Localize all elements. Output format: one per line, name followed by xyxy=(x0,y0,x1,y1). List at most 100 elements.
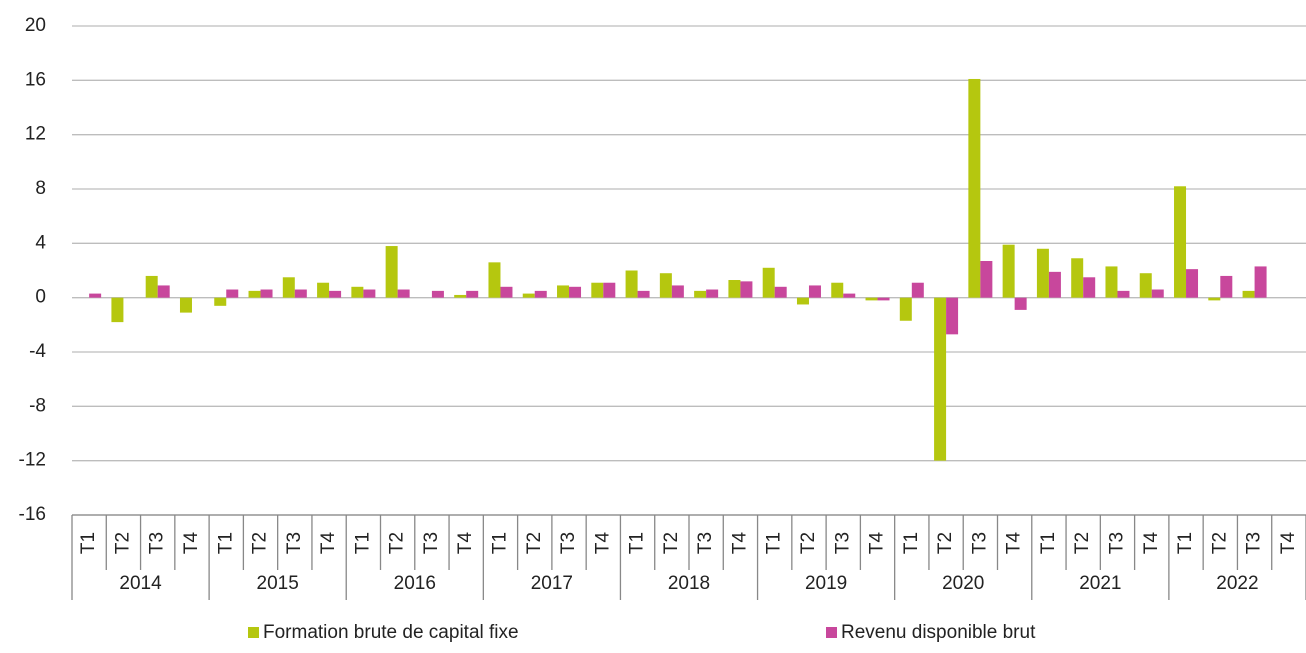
bar xyxy=(659,273,672,298)
bar xyxy=(740,281,753,298)
bar xyxy=(179,297,192,313)
bar xyxy=(625,270,638,298)
x-tick-label: T4 xyxy=(181,531,202,554)
bar xyxy=(214,297,227,306)
x-tick-label: T4 xyxy=(1004,531,1025,554)
bar xyxy=(329,290,342,298)
bar xyxy=(351,286,364,298)
x-tick-label: T2 xyxy=(1209,532,1230,554)
x-tick-label: T3 xyxy=(695,532,716,554)
bar xyxy=(899,297,912,321)
bar xyxy=(454,294,467,298)
y-tick-label: 8 xyxy=(35,178,46,199)
x-tick-label: T3 xyxy=(1106,532,1127,554)
x-tick-label: T2 xyxy=(798,532,819,554)
x-tick-label: T1 xyxy=(352,532,373,554)
bar xyxy=(500,286,513,298)
x-tick-label: T4 xyxy=(1278,531,1299,554)
y-tick-label: 12 xyxy=(25,124,46,145)
bar xyxy=(831,282,844,298)
bar xyxy=(934,297,947,461)
bar xyxy=(522,293,535,298)
bar xyxy=(260,289,273,298)
bar xyxy=(226,289,239,298)
bar xyxy=(843,293,856,298)
bar xyxy=(865,297,878,301)
y-tick-label: -12 xyxy=(19,450,46,471)
x-tick-label: T1 xyxy=(1175,532,1196,554)
x-tick-label: T2 xyxy=(1072,532,1093,554)
x-tick-label: T4 xyxy=(867,531,888,554)
bar xyxy=(706,289,719,298)
y-tick-label: 16 xyxy=(25,69,46,90)
x-tick-label: T1 xyxy=(489,532,510,554)
bar xyxy=(774,286,787,298)
x-tick-label: T2 xyxy=(112,532,133,554)
bar xyxy=(808,285,821,298)
x-group-label: 2022 xyxy=(1216,573,1258,594)
x-tick-label: T3 xyxy=(147,532,168,554)
bar xyxy=(1174,186,1187,298)
bar xyxy=(694,290,707,298)
bar xyxy=(557,285,570,298)
x-tick-label: T1 xyxy=(901,532,922,554)
bar xyxy=(911,282,924,298)
x-group-label: 2016 xyxy=(394,573,436,594)
bar xyxy=(1242,290,1255,298)
bar xyxy=(488,262,501,298)
x-tick-label: T2 xyxy=(250,532,271,554)
bar xyxy=(1254,266,1267,298)
bar xyxy=(1208,297,1221,301)
y-tick-label: -4 xyxy=(29,341,46,362)
bar xyxy=(980,260,993,298)
bar xyxy=(603,282,616,298)
bar xyxy=(397,289,410,298)
legend-swatch xyxy=(248,627,259,638)
bar xyxy=(762,267,775,298)
x-group-label: 2014 xyxy=(119,573,162,594)
y-tick-label: 20 xyxy=(25,15,46,36)
bar xyxy=(1002,244,1015,298)
bar xyxy=(363,289,376,298)
bar xyxy=(637,290,650,298)
bar xyxy=(157,285,170,298)
bar xyxy=(569,286,582,298)
x-tick-label: T1 xyxy=(78,532,99,554)
x-tick-label: T4 xyxy=(318,531,339,554)
bar xyxy=(796,297,809,305)
bar xyxy=(294,289,307,298)
bar xyxy=(671,285,684,298)
x-group-label: 2015 xyxy=(257,573,299,594)
bar xyxy=(1117,290,1130,298)
legend-label: Formation brute de capital fixe xyxy=(263,622,519,643)
x-tick-label: T1 xyxy=(627,532,648,554)
bar xyxy=(111,297,124,323)
x-tick-label: T1 xyxy=(1038,532,1059,554)
bar xyxy=(946,297,959,335)
bar xyxy=(317,282,330,298)
x-tick-label: T2 xyxy=(387,532,408,554)
bar xyxy=(282,277,295,298)
bar xyxy=(1071,258,1084,298)
x-group-label: 2018 xyxy=(668,573,710,594)
bar xyxy=(1186,269,1199,298)
bar xyxy=(591,282,604,298)
y-tick-label: 4 xyxy=(35,232,46,253)
bar xyxy=(385,246,398,298)
x-tick-label: T3 xyxy=(558,532,579,554)
bar xyxy=(89,293,102,298)
x-tick-label: T2 xyxy=(524,532,545,554)
bar xyxy=(534,290,547,298)
x-tick-label: T4 xyxy=(592,531,613,554)
legend-swatch xyxy=(826,627,837,638)
y-tick-label: -16 xyxy=(19,504,46,525)
bar xyxy=(145,275,158,298)
x-group-label: 2017 xyxy=(531,573,573,594)
x-tick-label: T3 xyxy=(421,532,442,554)
x-group-label: 2019 xyxy=(805,573,847,594)
x-tick-label: T4 xyxy=(1141,531,1162,554)
bar xyxy=(1048,271,1061,298)
bar xyxy=(1036,248,1049,298)
bar xyxy=(728,280,741,298)
